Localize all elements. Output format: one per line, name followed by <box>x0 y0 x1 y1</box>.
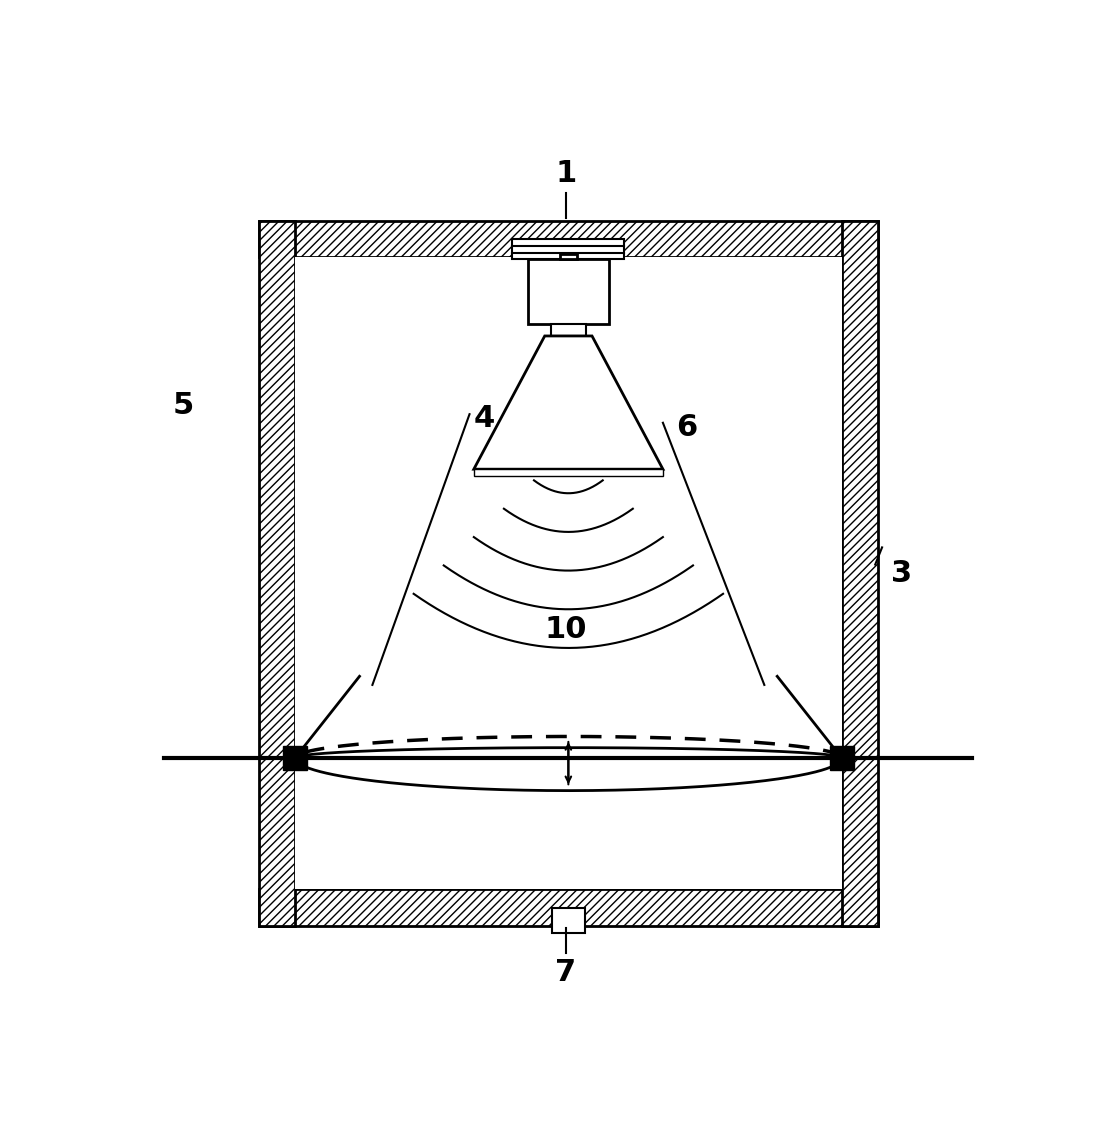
Bar <box>258 890 878 925</box>
Text: 7: 7 <box>556 958 577 987</box>
Text: 5: 5 <box>173 392 194 420</box>
Bar <box>512 238 624 260</box>
Bar <box>258 221 878 257</box>
Polygon shape <box>474 336 663 469</box>
Bar <box>560 254 577 260</box>
Text: 1: 1 <box>556 159 577 188</box>
Text: 6: 6 <box>675 412 698 442</box>
Bar <box>258 221 295 925</box>
Bar <box>295 257 842 890</box>
Bar <box>474 469 663 476</box>
Bar <box>830 746 854 770</box>
Bar <box>842 221 878 925</box>
Bar <box>552 908 584 933</box>
Text: 4: 4 <box>474 404 495 432</box>
Bar <box>528 260 609 323</box>
Bar <box>283 746 307 770</box>
Bar <box>551 323 586 336</box>
Text: 10: 10 <box>545 614 587 644</box>
Text: 3: 3 <box>891 558 912 588</box>
